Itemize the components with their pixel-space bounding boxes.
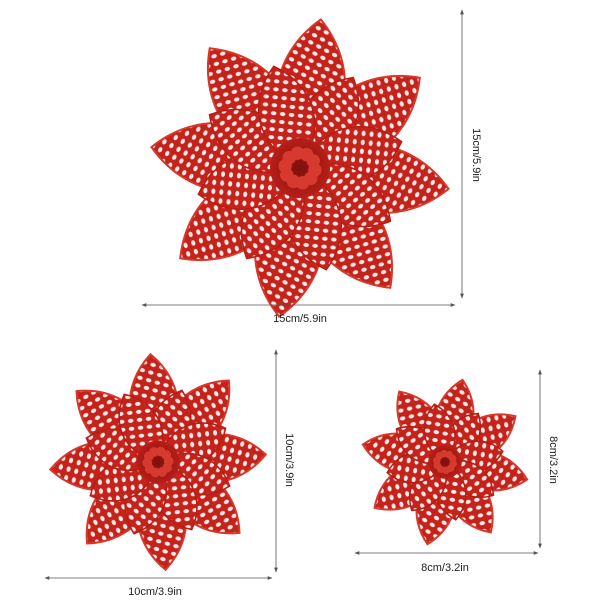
- height-label: 15cm/5.9in: [470, 128, 482, 182]
- height-label: 8cm/3.2in: [547, 436, 559, 484]
- stamen: [306, 154, 320, 168]
- poinsettia: [150, 18, 450, 318]
- stamen: [161, 450, 172, 460]
- flowers: [48, 18, 529, 572]
- width-label: 15cm/5.9in: [273, 313, 327, 325]
- poinsettia: [361, 378, 529, 546]
- poinsettia: [48, 352, 268, 572]
- width-label: 10cm/3.9in: [128, 586, 182, 598]
- width-label: 8cm/3.2in: [421, 562, 469, 574]
- height-label: 10cm/3.9in: [283, 433, 295, 487]
- stamen: [448, 454, 457, 463]
